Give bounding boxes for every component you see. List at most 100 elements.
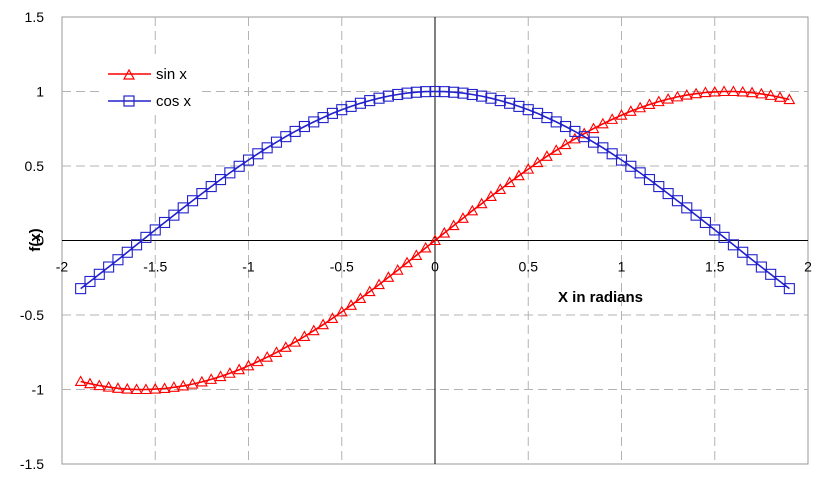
data-point (755, 261, 767, 273)
data-point (718, 231, 730, 243)
data-point (634, 167, 646, 179)
x-tick-label: 1.5 (705, 259, 725, 275)
x-tick-label: -1.5 (143, 259, 167, 275)
data-point (522, 104, 534, 116)
data-point (596, 117, 609, 129)
data-point (130, 383, 143, 395)
data-point (392, 88, 404, 101)
series-layer (74, 85, 796, 395)
data-point (503, 176, 516, 188)
data-point (709, 224, 721, 236)
data-point (606, 113, 619, 124)
x-tick-label: -0.5 (330, 259, 354, 275)
data-point (438, 86, 450, 98)
legend: sin x cos x (100, 55, 200, 115)
data-point (466, 88, 478, 101)
data-point (765, 268, 777, 280)
data-point (531, 156, 544, 168)
data-point (102, 380, 115, 392)
legend-item-sin: sin x (108, 66, 187, 83)
legend-box (100, 55, 200, 115)
data-point (112, 382, 124, 393)
data-point (186, 378, 199, 389)
data-point (75, 283, 87, 295)
data-point (214, 174, 227, 186)
legend-square-icon (123, 95, 135, 107)
data-point (382, 271, 395, 282)
x-axis-label: X in radians (558, 289, 643, 306)
y-tick-label: -1.5 (20, 456, 44, 472)
data-point (205, 181, 217, 193)
data-point (279, 341, 292, 352)
data-point (74, 375, 87, 387)
y-tick-label: -0.5 (20, 307, 44, 323)
data-point (187, 195, 199, 207)
data-point (354, 97, 366, 109)
data-point (448, 86, 460, 98)
data-point (494, 183, 507, 194)
data-point (196, 188, 208, 200)
data-point (727, 85, 740, 97)
data-point (84, 275, 96, 288)
data-point (746, 86, 758, 98)
data-point (167, 381, 180, 392)
data-point (419, 241, 432, 253)
data-point (326, 312, 339, 323)
data-point (764, 89, 777, 100)
data-point (410, 86, 422, 98)
data-point (429, 234, 441, 246)
data-point (93, 268, 105, 280)
x-tick-label: 2 (804, 259, 812, 275)
data-point (681, 202, 693, 214)
data-point (643, 174, 656, 186)
data-point (662, 188, 674, 200)
data-point (671, 90, 684, 102)
data-point (363, 285, 376, 297)
data-point (261, 351, 274, 362)
data-point (653, 181, 665, 193)
data-point (335, 305, 348, 317)
data-point (504, 97, 516, 109)
data-point (578, 127, 591, 139)
legend-label-sin: sin x (156, 66, 187, 83)
data-point (662, 92, 675, 104)
series-line (80, 90, 790, 290)
y-tick-label: -1 (32, 382, 45, 398)
data-point (457, 87, 469, 99)
data-point (336, 104, 348, 116)
data-point (224, 167, 236, 179)
data-point (532, 107, 544, 119)
data-point (624, 105, 637, 116)
data-point (345, 299, 358, 310)
data-point (195, 375, 208, 387)
data-point (168, 209, 180, 221)
data-point (485, 92, 497, 104)
data-point (513, 100, 525, 112)
data-point (429, 85, 441, 98)
data-point (410, 249, 423, 260)
data-point (746, 254, 758, 266)
data-point (457, 212, 469, 223)
legend-item-cos: cos x (108, 93, 192, 110)
y-axis-label: f(x) (27, 228, 44, 251)
data-point (252, 148, 264, 160)
legend-triangle-icon (122, 68, 136, 80)
data-point (447, 219, 460, 231)
data-point (727, 239, 739, 251)
data-point (289, 335, 302, 347)
data-point (522, 162, 535, 174)
data-point (587, 122, 600, 134)
x-tick-label: -2 (56, 259, 69, 275)
data-point (783, 283, 795, 295)
data-point (438, 226, 451, 238)
data-point (708, 85, 721, 97)
data-point (512, 169, 525, 181)
data-point (159, 216, 171, 229)
data-point (475, 197, 488, 209)
data-point (354, 292, 367, 304)
data-point (223, 367, 236, 378)
y-tick-label: 1 (36, 84, 44, 100)
x-tick-labels: -2 -1.5 -1 -0.5 0 0.5 1 1.5 2 (56, 259, 812, 275)
data-point (307, 324, 320, 336)
data-point (643, 98, 656, 110)
